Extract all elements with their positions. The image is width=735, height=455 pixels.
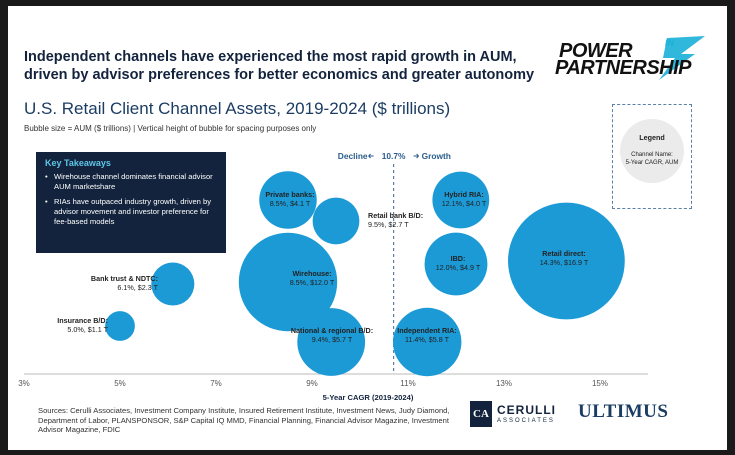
growth-label: Growth (422, 151, 451, 161)
logo-line-2: PARTNERSHIP (555, 57, 692, 79)
x-tick-label: 7% (210, 379, 222, 388)
bubble (297, 308, 366, 376)
sources-text: Sources: Cerulli Associates, Investment … (38, 406, 450, 434)
bubble (424, 232, 488, 296)
key-takeaways-title: Key Takeaways (45, 158, 111, 168)
bubble (432, 171, 490, 229)
key-takeaways-box: Key Takeaways Wirehouse channel dominate… (36, 152, 226, 253)
x-tick-label: 3% (18, 379, 30, 388)
legend-title: Legend (639, 133, 665, 142)
left-arrow-icon (368, 153, 374, 159)
headline: Independent channels have experienced th… (24, 48, 544, 84)
x-tick-label: 13% (496, 379, 512, 388)
x-tick-label: 15% (592, 379, 608, 388)
bubble-name: Retail bank B/D: (368, 211, 423, 220)
legend-circle: Legend Channel Name: 5-Year CAGR, AUM (620, 119, 684, 183)
bubble-name: Hybrid RIA: (444, 190, 484, 199)
cerulli-name: CERULLI (497, 403, 556, 417)
bubble (151, 262, 195, 306)
key-takeaways-list: Wirehouse channel dominates financial ad… (45, 172, 217, 227)
bubble-value: 11.4%, $5.8 T (405, 335, 450, 344)
bubble (238, 232, 338, 332)
bubble-value: 12.1%, $4.0 T (442, 199, 487, 208)
bubble (105, 311, 135, 341)
power-in-partnership-logo: POWER IN PARTNERSHIP (555, 36, 720, 86)
cerulli-sub: ASSOCIATES (497, 418, 555, 424)
legend-line-2: 5-Year CAGR, AUM (625, 160, 679, 166)
decline-label: Decline (338, 151, 368, 161)
right-arrow-icon (413, 153, 419, 159)
headline-line-1: Independent channels have experienced th… (24, 49, 517, 65)
bubble-value: 8.5%, $4.1 T (270, 199, 311, 208)
bubble-value: 6.1%, $2.3 T (117, 283, 158, 292)
legend-text: Channel Name: 5-Year CAGR, AUM (620, 151, 684, 167)
bubble-name: Bank trust & NDTC: (91, 274, 158, 283)
bubble-name: National & regional B/D: (291, 326, 373, 335)
logo-in: IN (665, 38, 674, 48)
x-axis-label: 5-Year CAGR (2019-2024) (323, 393, 414, 402)
logo-line-1: POWER (559, 40, 633, 62)
bubble-value: 9.5%, $2.7 T (368, 220, 409, 229)
bubble-name: Retail direct: (542, 249, 586, 258)
logo-swoosh-icon (659, 36, 705, 80)
bubble-name: Wirehouse: (292, 269, 331, 278)
bubble (312, 197, 360, 245)
bubble (259, 171, 317, 229)
brand-logos: CA CERULLI ASSOCIATES ULTIMUS (470, 401, 720, 435)
ultimus-logo: ULTIMUS (578, 401, 669, 422)
bubble (508, 202, 625, 320)
bubble-note: Bubble size = AUM ($ trillions) | Vertic… (24, 124, 317, 133)
headline-line-2: driven by advisor preferences for better… (24, 67, 535, 83)
divider-value: 10.7% (382, 151, 406, 161)
takeaway-item: RIAs have outpaced industry growth, driv… (45, 197, 217, 227)
bubble-value: 14.3%, $16.9 T (540, 258, 589, 267)
bubble-value: 8.5%, $12.0 T (290, 278, 335, 287)
bubble-name: Independent RIA: (397, 326, 457, 335)
bubble-value: 5.0%, $1.1 T (67, 325, 108, 334)
bubble-name: Private banks: (265, 190, 314, 199)
bubble-chart: 3% 5% 7% 9% 11% 13% 15% 5-Year CAGR (2019-2024)… (18, 151, 648, 402)
bubble-name: Insurance B/D: (57, 316, 108, 325)
bubble (393, 307, 462, 377)
bubble-value: 9.4%, $5.7 T (312, 335, 353, 344)
takeaway-item: Wirehouse channel dominates financial ad… (45, 172, 217, 192)
x-tick-label: 11% (400, 379, 415, 388)
legend-box: Legend Channel Name: 5-Year CAGR, AUM (612, 104, 692, 209)
x-tick-label: 5% (114, 379, 126, 388)
legend-line-1: Channel Name: (631, 152, 673, 158)
slide: Independent channels have experienced th… (8, 6, 727, 450)
chart-title: U.S. Retail Client Channel Assets, 2019-… (24, 99, 451, 118)
x-tick-label: 9% (306, 379, 318, 388)
cerulli-mark-icon: CA (470, 401, 492, 427)
bubble-value: 12.0%, $4.9 T (436, 263, 481, 272)
bubble-name: IBD: (451, 254, 466, 263)
